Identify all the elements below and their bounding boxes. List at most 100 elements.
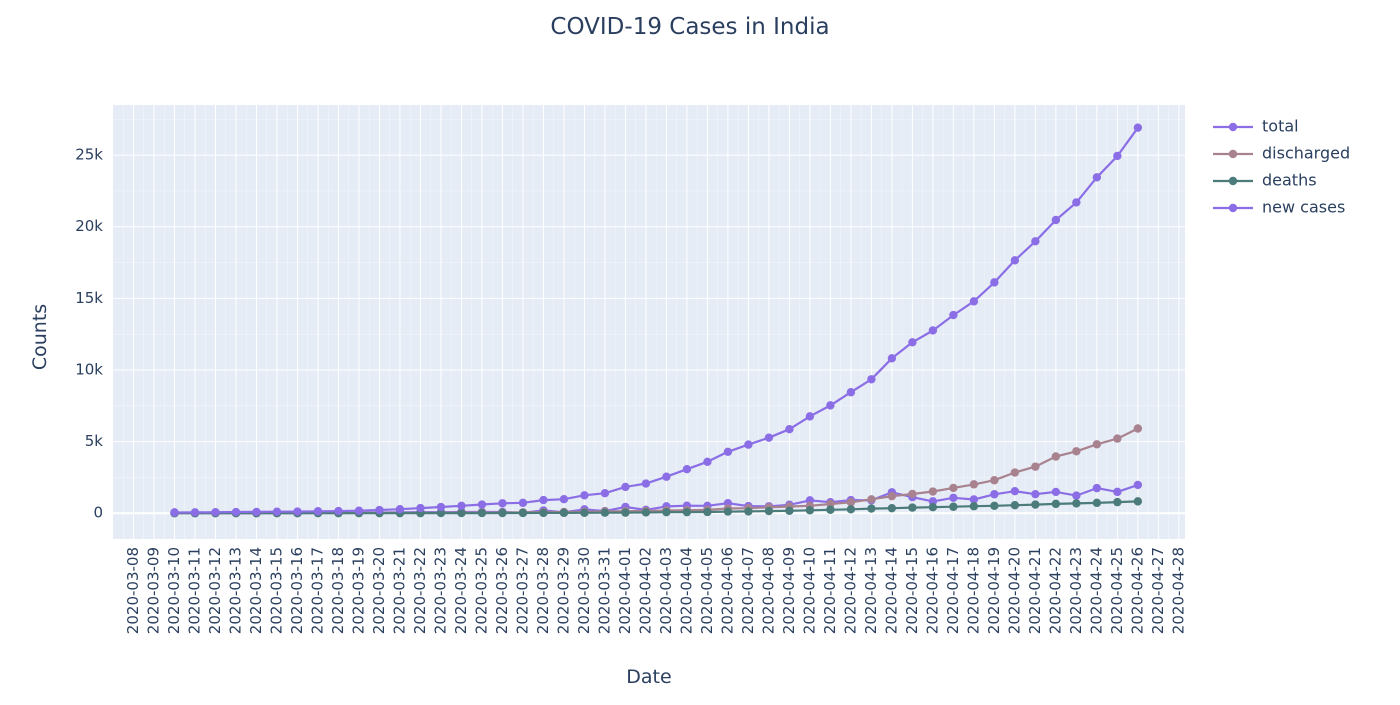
data-point[interactable] [641,508,651,517]
data-point[interactable] [600,489,610,498]
data-point[interactable] [662,472,671,481]
data-point[interactable] [395,504,405,514]
data-point[interactable] [1031,489,1040,499]
data-point[interactable] [1051,452,1061,461]
data-point[interactable] [1072,499,1081,508]
data-point[interactable] [477,508,487,518]
data-point[interactable] [457,501,466,510]
data-point[interactable] [1113,151,1122,161]
data-point[interactable] [1031,237,1040,246]
data-point[interactable] [416,503,425,513]
data-point[interactable] [764,433,774,442]
data-point[interactable] [969,297,979,306]
data-point[interactable] [1010,468,1020,477]
data-point[interactable] [867,375,876,384]
data-point[interactable] [1133,424,1143,433]
data-point[interactable] [313,507,323,516]
data-point[interactable] [928,326,938,335]
data-point[interactable] [846,498,856,507]
data-point[interactable] [969,502,979,511]
data-point[interactable] [1133,480,1143,490]
data-point[interactable] [969,495,979,504]
data-point[interactable] [600,508,610,517]
data-point[interactable] [641,479,651,488]
data-point[interactable] [498,508,507,518]
legend-item-total[interactable]: total [1213,117,1299,136]
data-point[interactable] [990,501,999,510]
data-point[interactable] [908,489,917,499]
data-point[interactable] [1010,486,1020,496]
data-point[interactable] [1072,447,1081,456]
data-point[interactable] [887,503,897,513]
data-point[interactable] [826,499,835,509]
data-point[interactable] [1010,256,1020,265]
data-point[interactable] [1072,198,1081,207]
data-point[interactable] [990,278,999,287]
data-point[interactable] [1133,123,1143,132]
data-point[interactable] [580,508,589,517]
data-point[interactable] [375,505,384,515]
data-point[interactable] [723,447,733,456]
data-point[interactable] [703,507,712,517]
data-point[interactable] [272,507,282,516]
data-point[interactable] [949,310,958,320]
data-point[interactable] [559,494,569,504]
data-point[interactable] [1031,462,1040,471]
data-point[interactable] [723,507,733,516]
data-point[interactable] [928,497,938,506]
data-point[interactable] [1051,499,1061,509]
data-point[interactable] [785,425,794,434]
data-point[interactable] [518,508,528,518]
data-point[interactable] [1051,215,1061,225]
data-point[interactable] [908,503,917,512]
data-point[interactable] [436,508,446,518]
data-point[interactable] [252,507,261,517]
data-point[interactable] [1092,498,1102,508]
data-point[interactable] [211,507,220,517]
data-point[interactable] [1133,497,1143,506]
data-point[interactable] [231,507,241,517]
data-point[interactable] [969,480,979,489]
data-point[interactable] [170,508,179,517]
data-point[interactable] [949,483,958,493]
data-point[interactable] [928,503,938,512]
data-point[interactable] [867,495,876,504]
data-point[interactable] [744,507,753,516]
legend-item-deaths[interactable]: deaths [1213,171,1317,190]
data-point[interactable] [887,491,897,501]
data-point[interactable] [436,502,446,512]
data-point[interactable] [580,491,589,500]
data-point[interactable] [1072,491,1081,500]
data-point[interactable] [498,499,507,508]
data-point[interactable] [1092,173,1102,182]
legend-item-new-cases[interactable]: new cases [1213,198,1345,217]
data-point[interactable] [990,490,999,499]
data-point[interactable] [621,482,630,492]
legend-item-discharged[interactable]: discharged [1213,144,1350,163]
data-point[interactable] [703,457,712,467]
data-point[interactable] [928,487,938,496]
data-point[interactable] [293,507,302,516]
data-point[interactable] [887,354,897,363]
data-point[interactable] [539,508,548,518]
data-point[interactable] [744,440,753,449]
data-point[interactable] [805,412,815,421]
data-point[interactable] [1092,483,1102,493]
data-point[interactable] [1113,487,1122,497]
data-point[interactable] [990,476,999,485]
data-point[interactable] [867,504,876,513]
data-point[interactable] [908,338,917,347]
data-point[interactable] [477,500,487,509]
data-point[interactable] [826,401,835,410]
data-point[interactable] [621,508,630,517]
data-point[interactable] [539,495,548,505]
data-point[interactable] [949,493,958,503]
data-point[interactable] [846,505,856,514]
data-point[interactable] [457,508,466,518]
data-point[interactable] [1010,501,1020,510]
data-point[interactable] [682,465,692,474]
data-point[interactable] [1113,434,1122,443]
data-point[interactable] [764,506,774,516]
data-point[interactable] [559,508,569,518]
data-point[interactable] [846,388,856,397]
